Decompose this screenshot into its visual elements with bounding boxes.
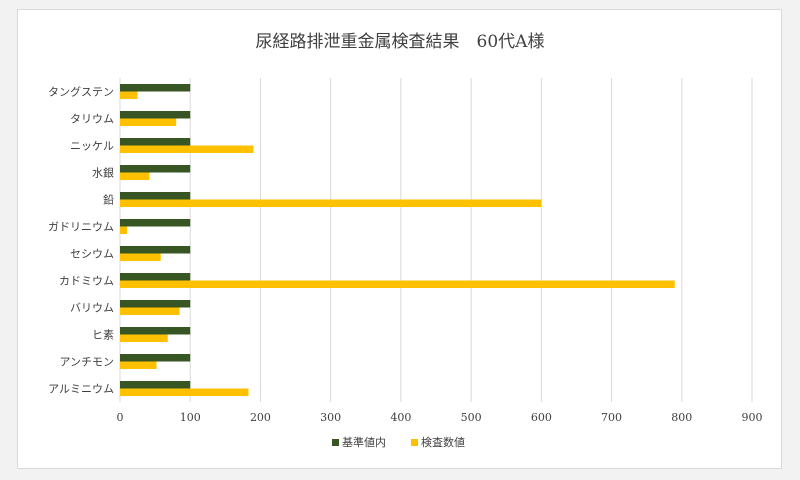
bar-standard — [120, 219, 191, 227]
bar-measured — [120, 199, 542, 207]
legend-swatch-measured — [411, 439, 418, 446]
category-label: タングステン — [48, 85, 114, 99]
bar-measured — [120, 118, 177, 126]
bar-measured — [120, 145, 254, 153]
category-label: ニッケル — [70, 140, 114, 153]
bar-standard — [120, 273, 191, 281]
bar-standard — [120, 84, 191, 92]
category-label: 水銀 — [92, 166, 114, 180]
legend-swatch-standard — [332, 439, 339, 446]
bar-measured — [120, 91, 138, 99]
category-label: ヒ素 — [92, 329, 114, 342]
x-tick-label: 400 — [390, 411, 411, 424]
bar-measured — [120, 334, 168, 342]
legend-label-standard: 基準値内 — [342, 435, 386, 449]
x-tick-label: 900 — [742, 411, 763, 424]
bar-measured — [120, 307, 180, 315]
x-axis-tick-labels: 0 100 200 300 400 500 600 700 800 900 — [117, 411, 763, 424]
chart-title: 尿経路排泄重金属検査結果 60代A様 — [256, 32, 545, 52]
gridlines — [119, 78, 753, 402]
category-label: ガドリニウム — [48, 221, 114, 234]
bar-standard — [120, 165, 191, 173]
chart-frame: 尿経路排泄重金属検査結果 60代A様 タングステンタリウムニッケル水銀鉛ガドリニ… — [17, 9, 782, 469]
category-label: 鉛 — [103, 193, 114, 207]
bar-measured — [120, 388, 249, 396]
category-labels: タングステンタリウムニッケル水銀鉛ガドリニウムセシウムカドミウムバリウムヒ素アン… — [48, 85, 114, 396]
x-tick-label: 700 — [601, 411, 622, 424]
bar-measured — [120, 172, 150, 180]
bar-standard — [120, 138, 191, 146]
x-tick-label: 500 — [461, 411, 482, 424]
x-tick-label: 600 — [531, 411, 552, 424]
x-tick-label: 300 — [320, 411, 341, 424]
bar-standard — [120, 354, 191, 362]
category-label: アルミニウム — [48, 383, 114, 396]
x-tick-label: 800 — [671, 411, 692, 424]
bar-standard — [120, 381, 191, 389]
bar-standard — [120, 192, 191, 200]
bars — [120, 84, 675, 396]
category-label: アンチモン — [59, 356, 114, 369]
category-label: タリウム — [70, 113, 114, 126]
legend-label-measured: 検査数値 — [421, 435, 465, 449]
bar-measured — [120, 253, 161, 261]
bar-measured — [120, 226, 128, 234]
bar-standard — [120, 246, 191, 254]
bar-measured — [120, 280, 675, 288]
legend: 基準値内 検査数値 — [332, 435, 465, 449]
x-tick-label: 200 — [250, 411, 271, 424]
category-label: カドミウム — [59, 275, 114, 288]
x-tick-label: 100 — [180, 411, 201, 424]
category-label: セシウム — [70, 248, 114, 261]
bar-standard — [120, 300, 191, 308]
bar-chart: 尿経路排泄重金属検査結果 60代A様 タングステンタリウムニッケル水銀鉛ガドリニ… — [48, 32, 763, 449]
bar-measured — [120, 361, 157, 369]
bar-standard — [120, 111, 191, 119]
bar-standard — [120, 327, 191, 335]
x-tick-label: 0 — [117, 411, 124, 424]
category-label: バリウム — [70, 302, 114, 315]
